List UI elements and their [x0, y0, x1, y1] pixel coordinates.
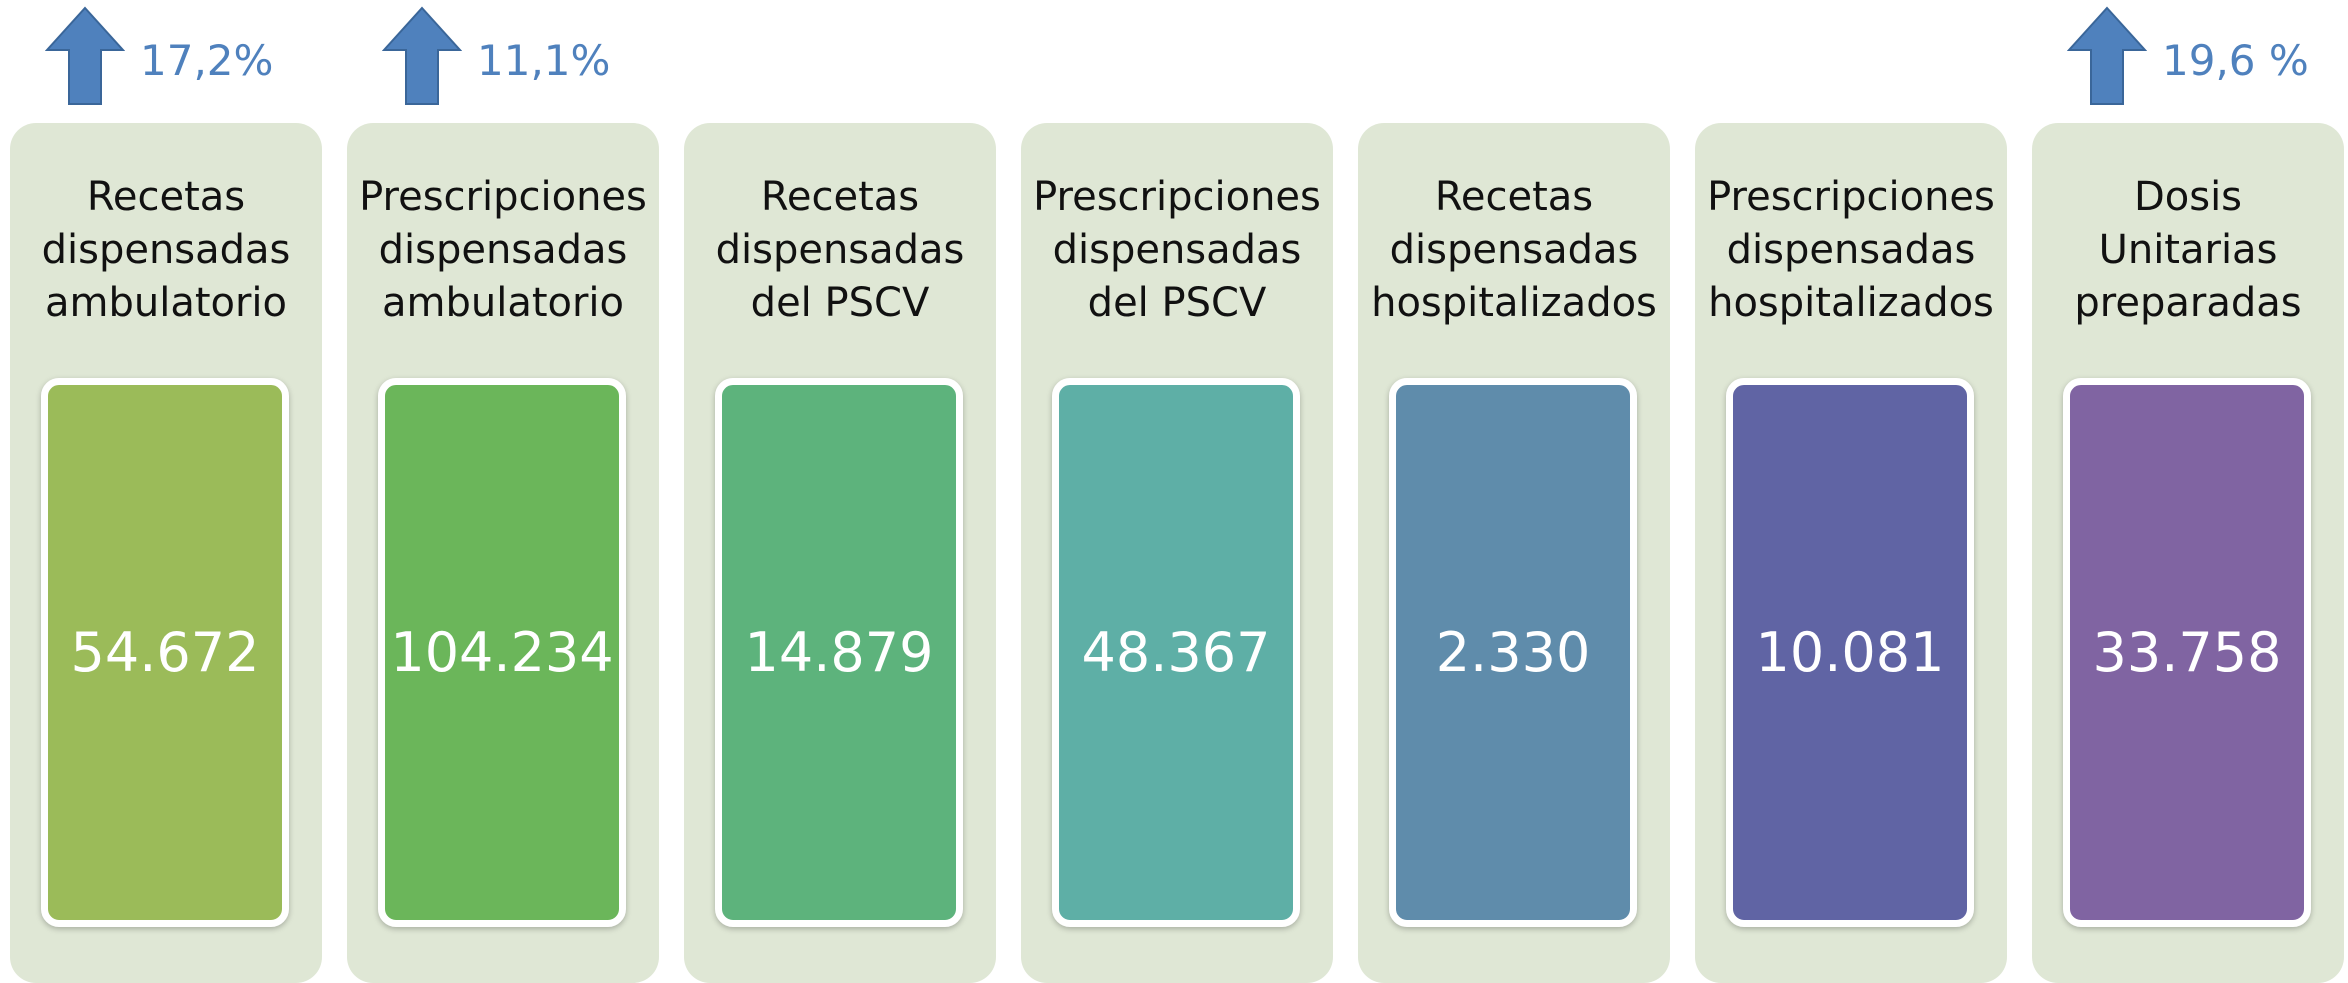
value: 14.879	[744, 621, 934, 684]
value: 10.081	[1755, 621, 1945, 684]
change-label: 19,6 %	[2162, 36, 2309, 85]
label-line: hospitalizados	[1708, 280, 1994, 326]
arrow-shape	[45, 6, 125, 105]
value-box: 10.081	[1726, 378, 1974, 927]
label-line: dispensadas	[41, 227, 291, 273]
value: 104.234	[390, 621, 614, 684]
card-label: Recetas dispensadas ambulatorio	[10, 171, 322, 330]
value-box: 2.330	[1389, 378, 1637, 927]
label-line: Prescripciones	[359, 174, 647, 220]
label-line: Unitarias	[2098, 227, 2278, 273]
label-line: del PSCV	[750, 280, 930, 326]
arrow-shape	[2067, 6, 2147, 105]
card-label: Recetas dispensadas hospitalizados	[1358, 171, 1670, 330]
label-line: ambulatorio	[44, 280, 288, 326]
label-line: Recetas	[86, 174, 246, 220]
value-box: 33.758	[2063, 378, 2311, 927]
label-line: dispensadas	[715, 227, 965, 273]
label-line: hospitalizados	[1371, 280, 1657, 326]
label-line: dispensadas	[378, 227, 628, 273]
card: Prescripciones dispensadas del PSCV 48.367	[1021, 123, 1333, 983]
arrow-shape	[382, 6, 462, 105]
up-arrow	[2067, 6, 2147, 105]
value-box: 104.234	[378, 378, 626, 927]
card-label: Prescripciones dispensadas ambulatorio	[347, 171, 659, 330]
up-arrow	[382, 6, 462, 105]
value-box: 14.879	[715, 378, 963, 927]
value-box: 54.672	[41, 378, 289, 927]
label-line: dispensadas	[1389, 227, 1639, 273]
up-arrow	[45, 6, 125, 105]
label-line: del PSCV	[1087, 280, 1267, 326]
label-line: ambulatorio	[381, 280, 625, 326]
card: Prescripciones dispensadas ambulatorio 104.…	[347, 123, 659, 983]
card-label: Prescripciones dispensadas del PSCV	[1021, 171, 1333, 330]
value: 33.758	[2092, 621, 2282, 684]
label-line: Dosis	[2133, 174, 2243, 220]
label-line: Prescripciones	[1707, 174, 1995, 220]
value-box: 48.367	[1052, 378, 1300, 927]
change-label: 17,2%	[140, 36, 274, 85]
card: Recetas dispensadas del PSCV 14.879	[684, 123, 996, 983]
value: 48.367	[1081, 621, 1271, 684]
label-line: Recetas	[760, 174, 920, 220]
card-label: Recetas dispensadas del PSCV	[684, 171, 996, 330]
label-line: preparadas	[2074, 280, 2302, 326]
value: 54.672	[70, 621, 260, 684]
card: Recetas dispensadas ambulatorio 54.672	[10, 123, 322, 983]
label-line: Prescripciones	[1033, 174, 1321, 220]
label-line: dispensadas	[1052, 227, 1302, 273]
value: 2.330	[1435, 621, 1591, 684]
card: Prescripciones dispensadas hospitalizados 1…	[1695, 123, 2007, 983]
label-line: dispensadas	[1726, 227, 1976, 273]
card: Recetas dispensadas hospitalizados 2.330	[1358, 123, 1670, 983]
change-label: 11,1%	[477, 36, 611, 85]
label-line: Recetas	[1434, 174, 1594, 220]
card-label: Prescripciones dispensadas hospitalizados	[1695, 171, 2007, 330]
card: Dosis Unitarias preparadas 33.758	[2032, 123, 2344, 983]
card-label: Dosis Unitarias preparadas	[2032, 171, 2344, 330]
